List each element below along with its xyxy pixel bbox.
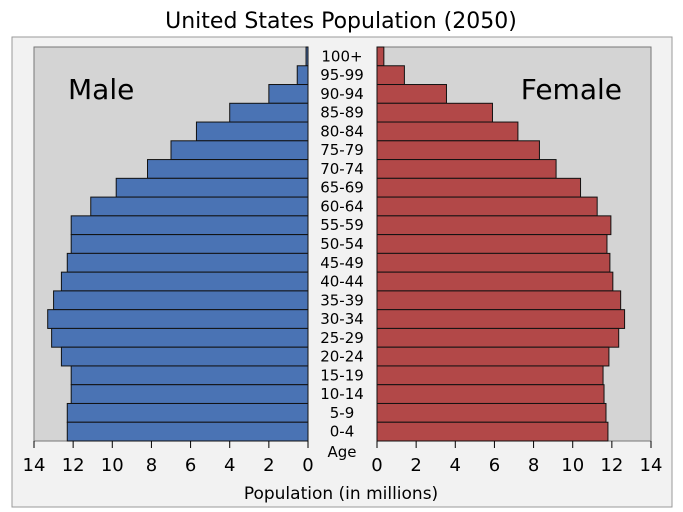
age-label-5-9: 5-9 <box>330 404 355 422</box>
female-tick-label-4: 4 <box>450 455 461 476</box>
male-tick-label-6: 6 <box>185 455 196 476</box>
female-bar-40-44 <box>376 271 614 292</box>
female-bar-75-79 <box>376 140 540 161</box>
female-bar-35-39 <box>376 290 622 311</box>
male-tick-label-8: 8 <box>146 455 157 476</box>
male-tick-label-2: 2 <box>263 455 274 476</box>
age-label-0-4: 0-4 <box>330 423 355 441</box>
male-tick-label-12: 12 <box>62 455 85 476</box>
male-bar-35-39 <box>53 290 309 311</box>
male-bar-45-49 <box>66 252 309 273</box>
female-bar-15-19 <box>376 365 604 386</box>
female-legend-label: Female <box>521 73 622 106</box>
female-bar-60-64 <box>376 196 598 217</box>
male-bar-90-94 <box>268 84 309 104</box>
age-label-80-84: 80-84 <box>320 122 364 140</box>
female-tick-label-10: 10 <box>561 455 584 476</box>
female-bar-65-69 <box>376 177 582 198</box>
female-bar-55-59 <box>376 215 612 236</box>
male-bar-85-89 <box>229 102 309 123</box>
female-bar-70-74 <box>376 159 557 179</box>
age-label-35-39: 35-39 <box>320 291 364 309</box>
female-tick-label-6: 6 <box>489 455 500 476</box>
age-label-95-99: 95-99 <box>320 66 364 84</box>
female-bar-25-29 <box>376 327 620 348</box>
female-bar-95-99 <box>376 65 405 86</box>
age-label-60-64: 60-64 <box>320 197 364 215</box>
male-tick-label-0: 0 <box>302 455 313 476</box>
male-bar-70-74 <box>147 159 309 179</box>
male-tick-label-14: 14 <box>23 455 46 476</box>
male-bar-0-4 <box>66 421 309 442</box>
age-label-90-94: 90-94 <box>320 85 364 103</box>
male-bar-10-14 <box>70 384 309 404</box>
male-bar-75-79 <box>170 140 309 161</box>
male-bar-100+ <box>305 46 309 67</box>
female-tick-label-14: 14 <box>640 455 663 476</box>
female-bar-85-89 <box>376 102 493 123</box>
male-bar-65-69 <box>115 177 309 198</box>
age-label-45-49: 45-49 <box>320 254 364 272</box>
female-tick-label-2: 2 <box>410 455 421 476</box>
male-bar-25-29 <box>51 327 309 348</box>
chart-title: United States Population (2050) <box>165 9 517 34</box>
age-label-100+: 100+ <box>321 47 362 65</box>
male-bar-15-19 <box>70 365 309 386</box>
age-label-30-34: 30-34 <box>320 310 364 328</box>
female-bar-20-24 <box>376 346 610 367</box>
male-bar-50-54 <box>70 234 309 254</box>
x-axis-label: Population (in millions) <box>244 484 438 504</box>
y-axis-label: Age <box>327 443 356 461</box>
age-label-65-69: 65-69 <box>320 179 364 197</box>
male-bar-55-59 <box>70 215 309 236</box>
age-label-10-14: 10-14 <box>320 385 364 403</box>
male-bar-95-99 <box>296 65 309 86</box>
male-bar-20-24 <box>60 346 309 367</box>
male-tick-label-10: 10 <box>101 455 124 476</box>
age-label-40-44: 40-44 <box>320 273 364 291</box>
female-tick-label-12: 12 <box>600 455 623 476</box>
age-label-55-59: 55-59 <box>320 216 364 234</box>
age-label-75-79: 75-79 <box>320 141 364 159</box>
male-bar-40-44 <box>60 271 309 292</box>
male-tick-label-4: 4 <box>224 455 235 476</box>
age-label-15-19: 15-19 <box>320 366 364 384</box>
male-bar-60-64 <box>90 196 309 217</box>
female-bar-30-34 <box>376 309 626 329</box>
age-label-20-24: 20-24 <box>320 348 364 366</box>
female-tick-label-8: 8 <box>528 455 539 476</box>
male-legend-label: Male <box>68 73 134 106</box>
age-label-70-74: 70-74 <box>320 160 364 178</box>
male-bar-5-9 <box>66 402 309 423</box>
female-tick-label-0: 0 <box>371 455 382 476</box>
female-bar-10-14 <box>376 384 605 404</box>
female-bar-50-54 <box>376 234 608 254</box>
age-label-85-89: 85-89 <box>320 104 364 122</box>
female-bar-90-94 <box>376 84 447 104</box>
female-bar-45-49 <box>376 252 611 273</box>
age-label-50-54: 50-54 <box>320 235 364 253</box>
male-bar-30-34 <box>47 309 309 329</box>
female-bar-80-84 <box>376 121 519 142</box>
female-bar-0-4 <box>376 421 609 442</box>
age-label-25-29: 25-29 <box>320 329 364 347</box>
female-bar-5-9 <box>376 402 607 423</box>
female-bar-100+ <box>376 46 385 67</box>
male-bar-80-84 <box>195 121 309 142</box>
